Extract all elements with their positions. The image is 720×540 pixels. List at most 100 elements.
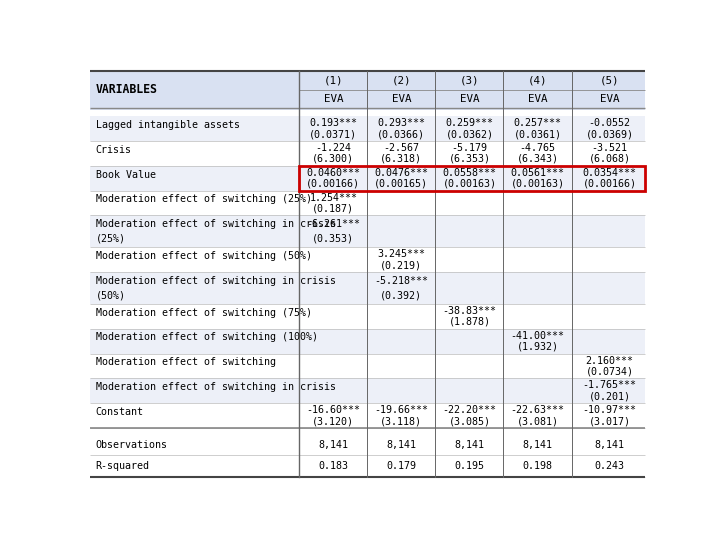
- Bar: [90, 191, 645, 215]
- Text: 2.160***: 2.160***: [585, 355, 634, 366]
- Text: (3.081): (3.081): [516, 416, 559, 426]
- Text: Moderation effect of switching (100%): Moderation effect of switching (100%): [96, 333, 318, 342]
- Bar: [90, 304, 645, 329]
- Text: (0.201): (0.201): [588, 392, 631, 401]
- Text: 8,141: 8,141: [387, 440, 416, 450]
- Text: EVA: EVA: [323, 94, 343, 104]
- Bar: [90, 141, 645, 166]
- Text: 8,141: 8,141: [595, 440, 624, 450]
- Text: -1.765***: -1.765***: [582, 380, 636, 390]
- Text: Moderation effect of switching in crisis: Moderation effect of switching in crisis: [96, 382, 336, 392]
- Text: 0.193***: 0.193***: [310, 118, 357, 128]
- Text: -22.20***: -22.20***: [442, 405, 497, 415]
- Text: Constant: Constant: [96, 407, 143, 417]
- Bar: [90, 379, 645, 403]
- Text: (0.187): (0.187): [312, 204, 354, 213]
- Text: 0.183: 0.183: [318, 461, 348, 471]
- Text: (6.318): (6.318): [380, 154, 423, 164]
- Text: 1.254***: 1.254***: [310, 193, 357, 202]
- Text: -22.63***: -22.63***: [510, 405, 564, 415]
- Text: (0.0371): (0.0371): [310, 129, 357, 139]
- Text: (0.0369): (0.0369): [585, 129, 634, 139]
- Text: (1): (1): [323, 76, 343, 85]
- Text: -5.218***: -5.218***: [374, 276, 428, 286]
- Text: -16.60***: -16.60***: [306, 405, 360, 415]
- Text: 3.245***: 3.245***: [377, 249, 426, 259]
- Text: -10.97***: -10.97***: [582, 405, 636, 415]
- Text: (1.878): (1.878): [449, 317, 490, 327]
- Bar: [90, 215, 645, 247]
- Text: Crisis: Crisis: [96, 145, 132, 154]
- Text: (0.0362): (0.0362): [446, 129, 493, 139]
- Text: -5.179: -5.179: [451, 143, 487, 153]
- Text: Moderation effect of switching (75%): Moderation effect of switching (75%): [96, 308, 312, 318]
- Text: Moderation effect of switching (50%): Moderation effect of switching (50%): [96, 251, 312, 261]
- Bar: [90, 455, 645, 477]
- Text: (0.00166): (0.00166): [306, 179, 360, 188]
- Text: (3.118): (3.118): [380, 416, 423, 426]
- Text: (4): (4): [528, 76, 547, 85]
- Text: (0.219): (0.219): [380, 260, 423, 270]
- Text: (6.068): (6.068): [588, 154, 631, 164]
- Bar: [90, 272, 645, 304]
- Text: (0.00165): (0.00165): [374, 179, 428, 188]
- Text: -38.83***: -38.83***: [442, 306, 497, 316]
- Text: -3.521: -3.521: [592, 143, 628, 153]
- Text: -1.224: -1.224: [315, 143, 351, 153]
- Bar: [90, 329, 645, 354]
- Text: Moderation effect of switching in crisis: Moderation effect of switching in crisis: [96, 276, 336, 286]
- Text: Observations: Observations: [96, 440, 168, 450]
- Text: 0.0460***: 0.0460***: [306, 168, 360, 178]
- Text: 0.0558***: 0.0558***: [442, 168, 497, 178]
- Bar: [90, 71, 645, 110]
- Text: (6.300): (6.300): [312, 154, 354, 164]
- Text: 0.243: 0.243: [595, 461, 624, 471]
- Text: Moderation effect of switching in crisis: Moderation effect of switching in crisis: [96, 219, 336, 229]
- Text: (3.085): (3.085): [449, 416, 490, 426]
- Text: EVA: EVA: [392, 94, 411, 104]
- Text: (3.017): (3.017): [588, 416, 631, 426]
- Text: (3.120): (3.120): [312, 416, 354, 426]
- Text: (0.0734): (0.0734): [585, 367, 634, 376]
- Text: (0.00166): (0.00166): [582, 179, 636, 188]
- Text: 0.0476***: 0.0476***: [374, 168, 428, 178]
- Text: (2): (2): [392, 76, 411, 85]
- Text: (0.00163): (0.00163): [510, 179, 564, 188]
- Text: Moderation effect of switching (25%): Moderation effect of switching (25%): [96, 194, 312, 204]
- Text: 0.0354***: 0.0354***: [582, 168, 636, 178]
- Text: (0.353): (0.353): [312, 233, 354, 244]
- Text: -0.0552: -0.0552: [588, 118, 631, 128]
- Text: 0.195: 0.195: [454, 461, 485, 471]
- Text: (0.0366): (0.0366): [377, 129, 426, 139]
- Text: Moderation effect of switching: Moderation effect of switching: [96, 357, 276, 367]
- Text: (25%): (25%): [96, 234, 125, 244]
- Text: -19.66***: -19.66***: [374, 405, 428, 415]
- Text: 8,141: 8,141: [523, 440, 552, 450]
- Text: (3): (3): [459, 76, 480, 85]
- Text: 0.0561***: 0.0561***: [510, 168, 564, 178]
- Text: EVA: EVA: [528, 94, 547, 104]
- Text: R-squared: R-squared: [96, 461, 150, 471]
- Text: (6.343): (6.343): [516, 154, 559, 164]
- Text: 0.259***: 0.259***: [446, 118, 493, 128]
- Text: 0.257***: 0.257***: [513, 118, 562, 128]
- Text: (50%): (50%): [96, 291, 125, 300]
- Text: (0.392): (0.392): [380, 290, 423, 300]
- Text: 8,141: 8,141: [318, 440, 348, 450]
- Text: Book Value: Book Value: [96, 170, 156, 179]
- Text: VARIABLES: VARIABLES: [96, 83, 158, 96]
- Bar: [90, 166, 645, 191]
- Text: -6.261***: -6.261***: [306, 219, 360, 230]
- Text: 8,141: 8,141: [454, 440, 485, 450]
- Bar: [90, 354, 645, 379]
- Text: -4.765: -4.765: [520, 143, 556, 153]
- Text: EVA: EVA: [459, 94, 480, 104]
- Text: -2.567: -2.567: [383, 143, 419, 153]
- Bar: [90, 434, 645, 455]
- Text: 0.293***: 0.293***: [377, 118, 426, 128]
- Text: (0.0361): (0.0361): [513, 129, 562, 139]
- Text: (6.353): (6.353): [449, 154, 490, 164]
- Text: (0.00163): (0.00163): [442, 179, 497, 188]
- Text: 0.198: 0.198: [523, 461, 552, 471]
- Text: 0.179: 0.179: [387, 461, 416, 471]
